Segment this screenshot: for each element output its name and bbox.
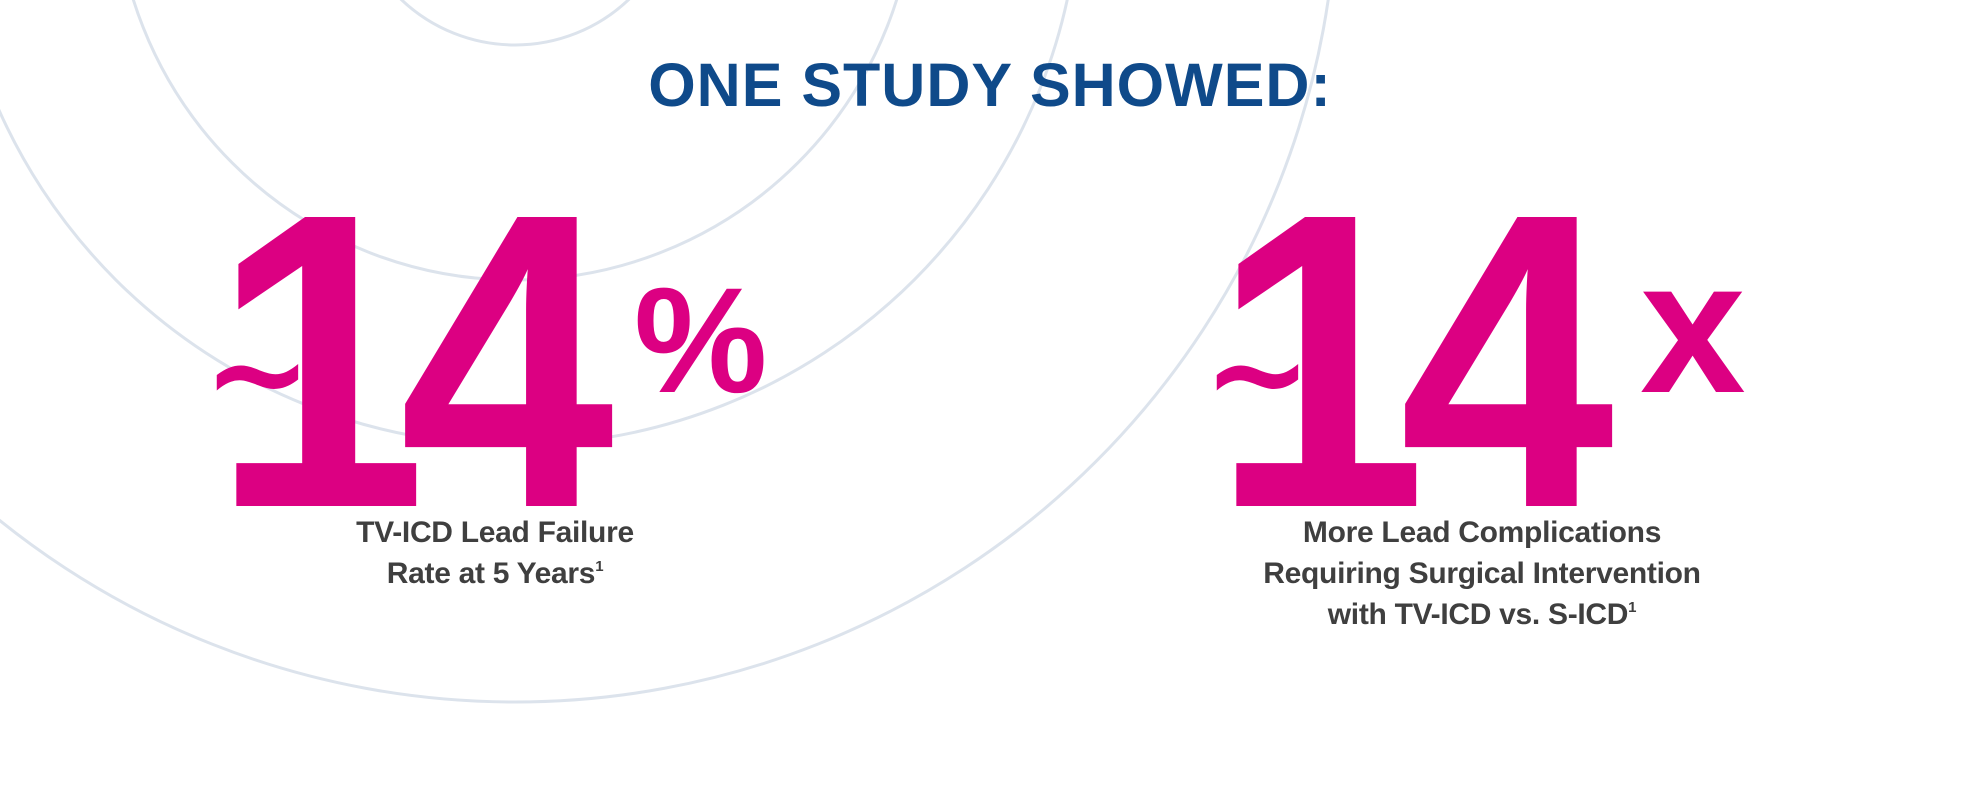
caption-line: More Lead Complications — [1302, 516, 1662, 549]
ring-4 — [0, 0, 1330, 704]
stat-caption: More Lead Complications Requiring Surgic… — [1232, 512, 1732, 635]
approx-symbol: ~ — [1203, 297, 1312, 449]
caption-line: with TV-ICD vs. S-ICD1 — [1327, 598, 1637, 631]
times-suffix: x — [1640, 221, 1746, 433]
caption-line: Rate at 5 Years1 — [386, 557, 604, 590]
footnote-marker: 1 — [1628, 599, 1637, 616]
ring-3 — [0, 0, 1069, 447]
percent-suffix: % — [634, 256, 768, 424]
caption-line: TV-ICD Lead Failure — [356, 516, 634, 549]
footnote-marker: 1 — [595, 558, 604, 575]
page-title: ONE STUDY SHOWED: — [648, 51, 1332, 119]
stat-caption: TV-ICD Lead Failure Rate at 5 Years1 — [290, 512, 700, 594]
ring-1 — [399, 0, 631, 47]
ring-2 — [131, 0, 899, 282]
stat-number: 14 — [212, 127, 614, 596]
stat-number: 14 — [1212, 127, 1614, 596]
approx-symbol: ~ — [203, 297, 312, 449]
caption-line: Requiring Surgical Intervention — [1263, 557, 1701, 590]
